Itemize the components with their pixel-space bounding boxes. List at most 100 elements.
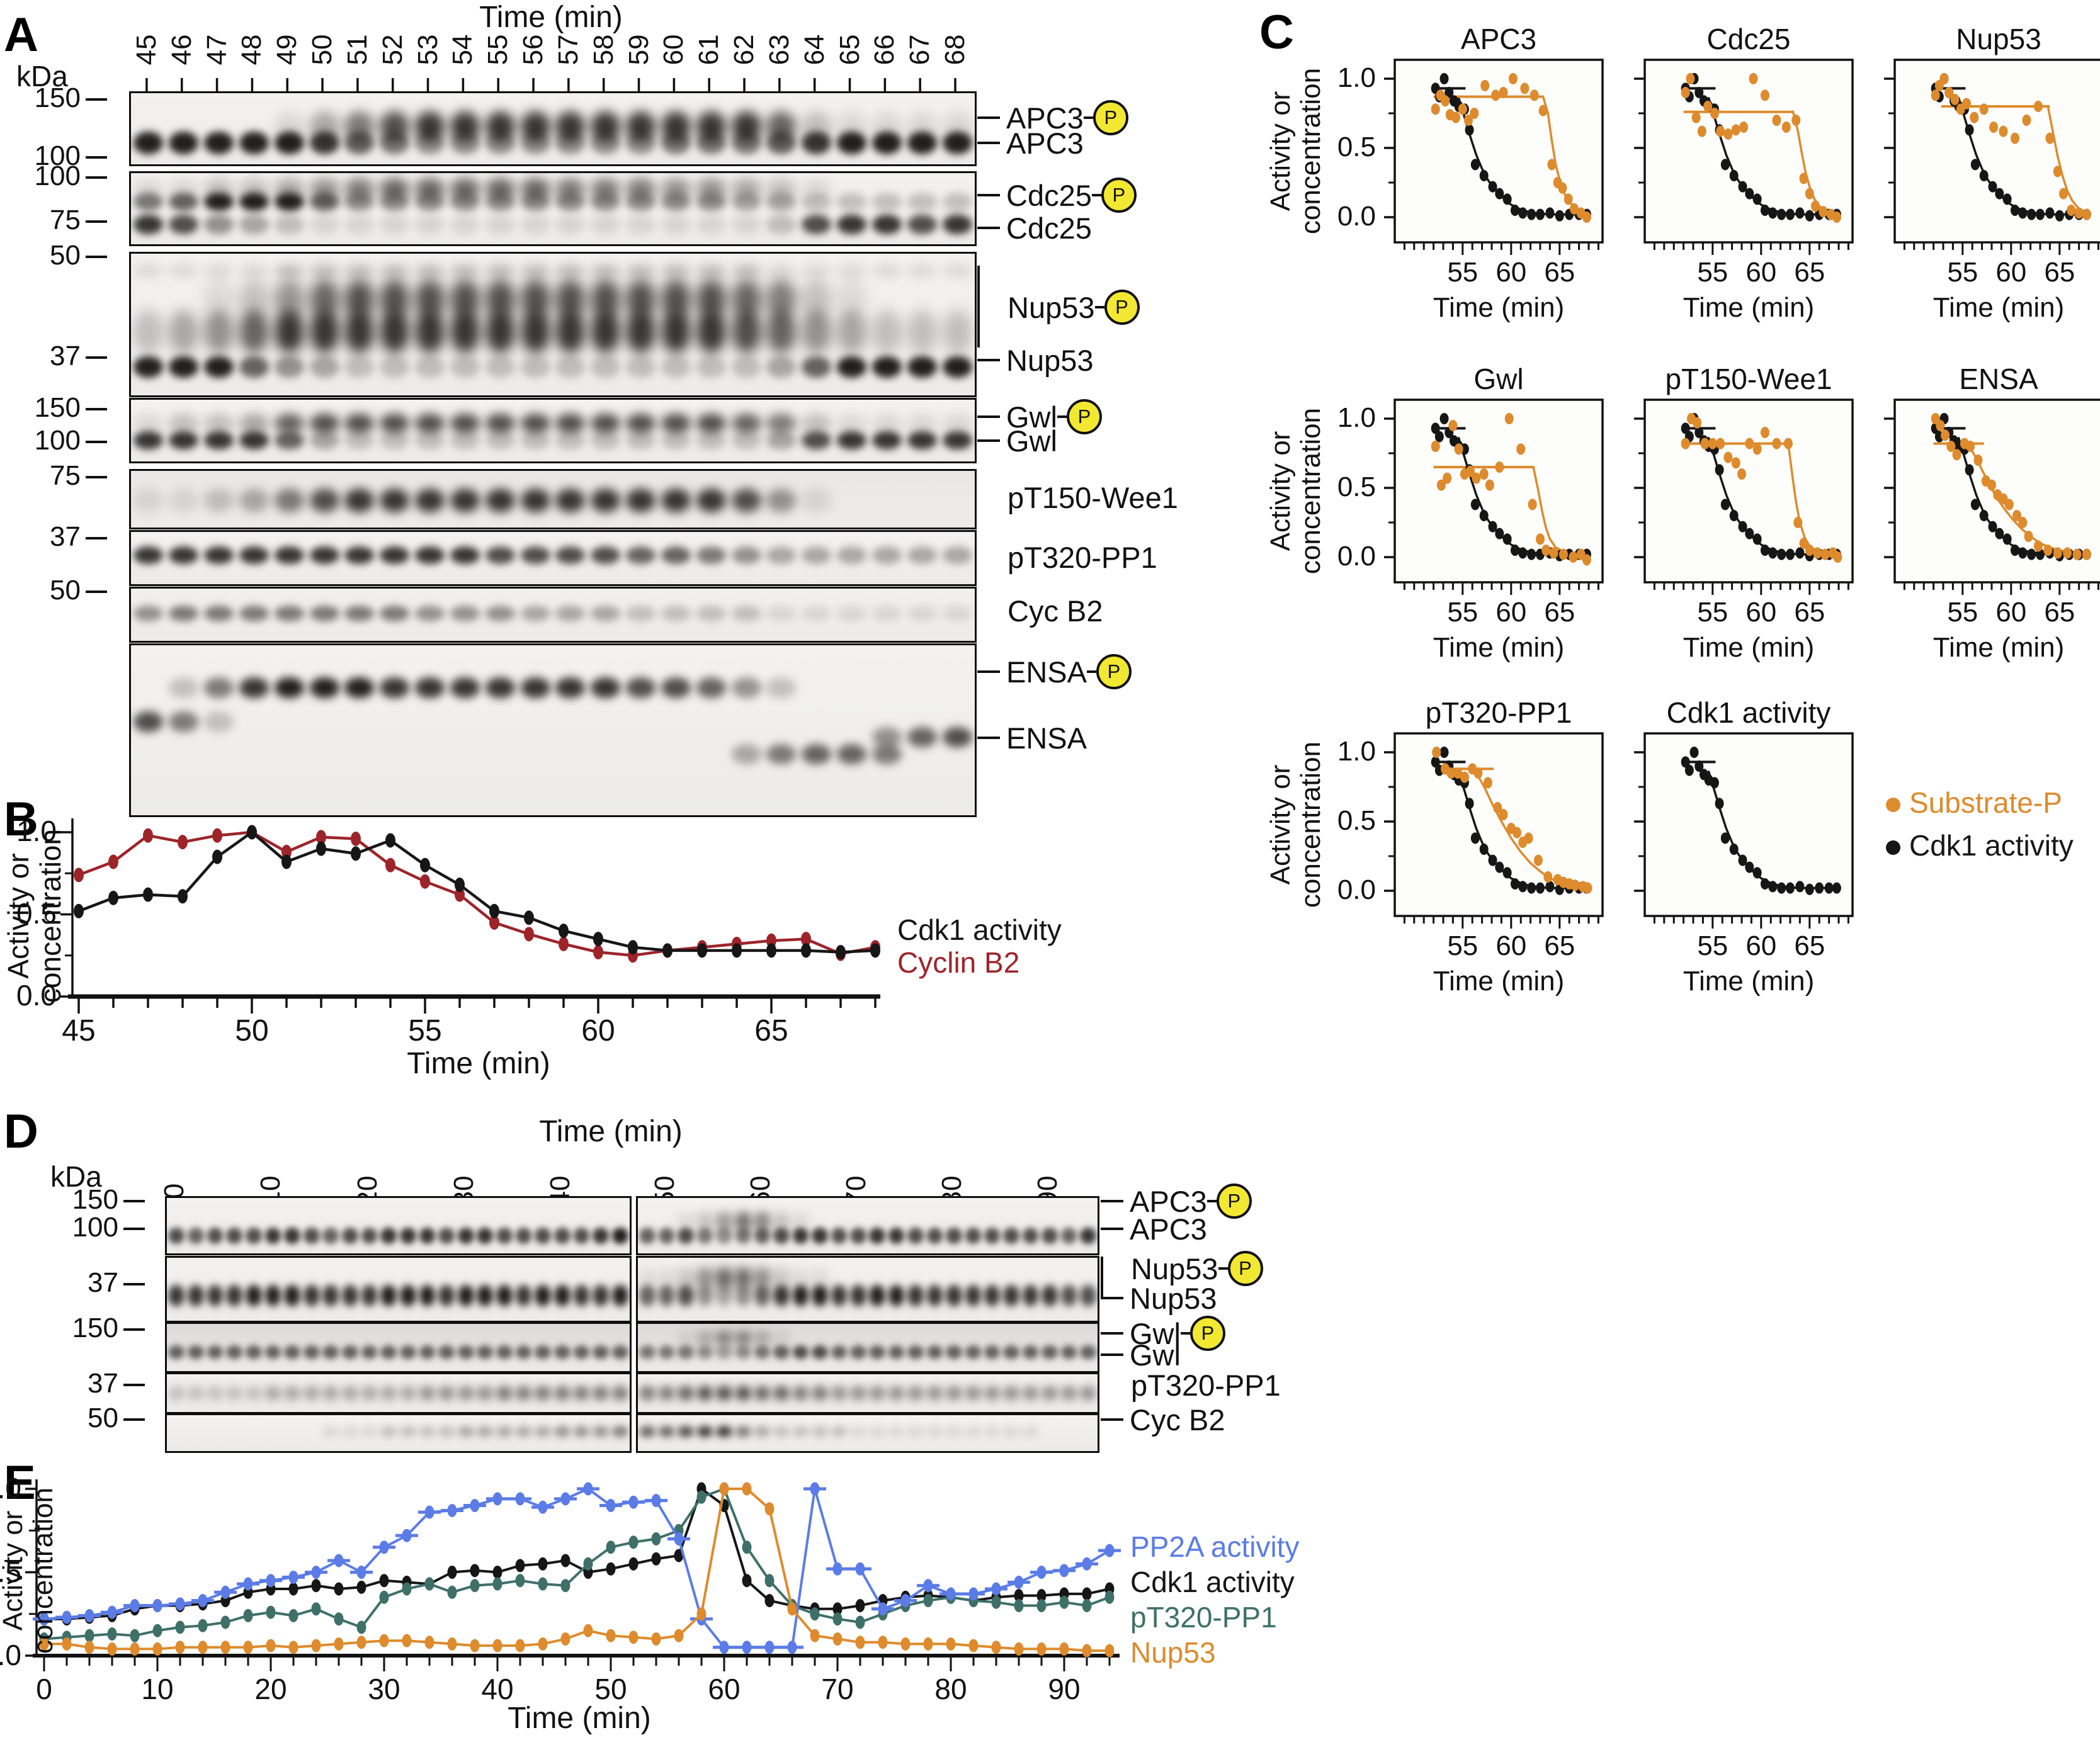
- protein-band: [802, 111, 832, 142]
- c-substrate-point: [1946, 441, 1956, 452]
- protein-band: [731, 192, 761, 211]
- protein-band: [812, 1227, 828, 1245]
- e-point: [220, 1641, 230, 1654]
- blot-label-text: pT320-PP1: [1131, 1368, 1281, 1402]
- e-point: [855, 1615, 865, 1629]
- protein-band: [942, 310, 972, 353]
- protein-band: [303, 1386, 320, 1401]
- protein-band: [207, 1227, 224, 1245]
- c-cdk1-point: [1777, 208, 1786, 220]
- protein-band: [626, 413, 656, 433]
- protein-band: [812, 1425, 828, 1437]
- protein-band: [380, 214, 410, 235]
- c-cdk1-point: [1760, 205, 1769, 216]
- protein-band: [245, 1227, 262, 1245]
- c-cdk1-point: [1752, 193, 1762, 205]
- kda-label: 100: [34, 425, 81, 456]
- protein-band: [380, 606, 410, 622]
- e-point: [628, 1557, 639, 1571]
- e-point: [810, 1629, 820, 1642]
- protein-band: [661, 111, 691, 142]
- protein-band: [696, 413, 726, 433]
- kda-dash: [86, 408, 107, 410]
- e-point: [198, 1641, 208, 1654]
- c-cdk1-point: [1502, 193, 1512, 205]
- c-substrate-point: [1443, 472, 1452, 484]
- protein-band: [907, 606, 937, 622]
- e-point: [492, 1577, 502, 1591]
- protein-band: [869, 1386, 885, 1401]
- c-cdk1-point: [1495, 528, 1504, 540]
- e-point: [447, 1585, 457, 1599]
- protein-band: [802, 192, 832, 211]
- c-cdk1-point: [1479, 510, 1489, 521]
- c-substrate-point: [1533, 854, 1543, 866]
- c-y-tick-label: 0.5: [1337, 132, 1376, 162]
- protein-band: [239, 677, 269, 698]
- protein-band: [274, 132, 304, 155]
- protein-band: [871, 606, 902, 622]
- protein-band: [274, 279, 304, 319]
- c-substrate-point: [1697, 125, 1706, 137]
- protein-band: [802, 743, 832, 764]
- e-point: [1014, 1575, 1024, 1589]
- e-point: [402, 1634, 412, 1647]
- protein-band: [661, 606, 691, 622]
- c-substrate-point: [1731, 124, 1740, 136]
- protein-band: [591, 214, 621, 235]
- kda-dash: [123, 1384, 145, 1386]
- protein-band: [264, 1285, 281, 1306]
- b-point: [385, 857, 395, 873]
- protein-band: [965, 1227, 982, 1245]
- protein-band: [1022, 1386, 1039, 1401]
- protein-band: [661, 431, 691, 450]
- c-cdk1-point: [1518, 881, 1528, 893]
- protein-band: [593, 1425, 609, 1437]
- label-dash: [977, 194, 1000, 196]
- phospho-connector: [1094, 306, 1104, 308]
- c-substrate-point: [1783, 438, 1793, 449]
- protein-band: [133, 606, 164, 622]
- protein-band: [309, 488, 339, 512]
- c-substrate-point: [1799, 538, 1808, 549]
- kda-dash: [86, 590, 107, 593]
- protein-band: [520, 178, 550, 200]
- protein-band: [226, 1386, 243, 1401]
- protein-band: [591, 413, 621, 433]
- protein-band: [731, 214, 761, 235]
- e-y-tick-label: 1.0: [0, 1472, 21, 1505]
- protein-band: [169, 192, 199, 211]
- c-substrate-point: [1681, 87, 1690, 98]
- protein-band: [942, 263, 972, 278]
- c-plot-xlabel: Time (min): [1933, 292, 2065, 323]
- protein-band: [415, 214, 445, 235]
- protein-band: [716, 1227, 732, 1245]
- e-point: [152, 1642, 162, 1656]
- label-dash: [977, 227, 1000, 229]
- e-point: [1082, 1599, 1092, 1612]
- protein-band: [907, 310, 937, 353]
- c-plot-xlabel: Time (min): [1433, 292, 1565, 323]
- c-x-tick-label: 60: [1995, 257, 2027, 288]
- c-cdk1-point: [1738, 181, 1747, 193]
- b-x-tick-label: 45: [62, 1014, 96, 1048]
- protein-band: [274, 192, 304, 211]
- c-plot-title: Nup53: [1956, 23, 2041, 55]
- protein-band: [766, 606, 797, 622]
- protein-band: [245, 1345, 262, 1360]
- c-substrate-point: [1691, 111, 1701, 123]
- c-cdk1-point: [1745, 528, 1754, 540]
- c-cdk1-point: [1479, 170, 1489, 181]
- protein-band: [735, 1386, 752, 1401]
- protein-band: [133, 214, 164, 235]
- protein-band: [888, 1425, 905, 1437]
- c-x-tick-label: 60: [1496, 597, 1527, 628]
- protein-band: [926, 1425, 943, 1437]
- protein-band: [457, 1386, 474, 1401]
- blot-gwl: [165, 1322, 632, 1373]
- e-point: [334, 1612, 344, 1626]
- kda-label: 150: [72, 1184, 118, 1215]
- protein-band: [309, 111, 339, 142]
- protein-band: [984, 1386, 1001, 1401]
- protein-band: [520, 214, 550, 235]
